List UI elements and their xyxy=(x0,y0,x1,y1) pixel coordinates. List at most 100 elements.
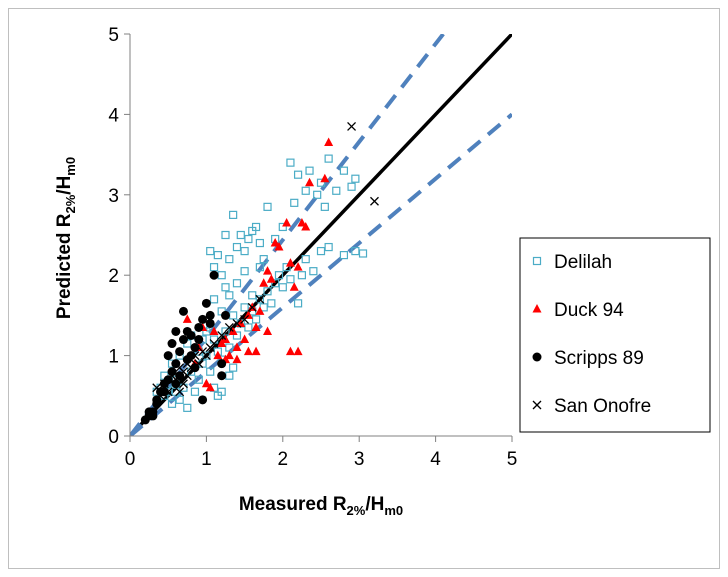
data-point xyxy=(225,291,234,300)
data-point xyxy=(232,242,242,252)
data-point xyxy=(182,371,192,381)
data-point xyxy=(209,263,219,272)
data-point xyxy=(217,359,227,369)
data-point xyxy=(221,283,230,292)
data-point xyxy=(293,170,303,179)
data-point xyxy=(313,190,322,199)
data-point xyxy=(351,246,360,256)
data-point xyxy=(240,314,250,324)
data-point xyxy=(243,346,253,356)
data-point xyxy=(339,166,349,175)
data-point xyxy=(232,354,242,364)
data-point xyxy=(217,331,227,340)
data-point xyxy=(351,174,360,183)
data-point xyxy=(229,311,238,320)
data-point xyxy=(251,322,261,331)
data-point xyxy=(217,271,226,280)
data-point xyxy=(194,375,203,384)
axes: 0 1 2 3 4 5 0 1 2 3 4 5 xyxy=(108,25,517,470)
data-point xyxy=(282,217,292,227)
dashed-bound-line xyxy=(130,112,512,436)
data-point xyxy=(167,399,177,408)
data-point xyxy=(244,323,253,332)
data-point xyxy=(163,387,173,397)
series-duck-94 xyxy=(182,137,334,392)
x-tick-label: 3 xyxy=(354,449,365,470)
data-point xyxy=(205,318,215,328)
data-point xyxy=(178,335,188,345)
data-point xyxy=(229,210,238,219)
data-point xyxy=(182,314,192,323)
data-point xyxy=(263,326,273,335)
data-point xyxy=(285,346,295,356)
legend-marker xyxy=(532,304,542,313)
data-point xyxy=(224,323,234,332)
data-point xyxy=(232,331,242,340)
data-point xyxy=(339,251,349,260)
data-point xyxy=(190,343,200,353)
data-point xyxy=(267,299,276,308)
y-tick-label: 1 xyxy=(108,347,119,368)
data-point xyxy=(209,270,219,280)
data-point xyxy=(286,275,295,284)
data-point xyxy=(259,278,269,287)
data-point xyxy=(251,222,261,232)
data-point xyxy=(289,282,299,291)
series-san-onofre xyxy=(152,122,379,401)
data-point xyxy=(324,154,333,163)
data-point xyxy=(171,326,181,336)
data-point xyxy=(171,375,181,385)
data-point xyxy=(278,283,287,292)
data-point xyxy=(221,310,230,320)
legend-label: Duck 94 xyxy=(554,300,624,321)
data-point xyxy=(152,383,162,393)
data-point xyxy=(290,198,299,207)
chart-frame: 0 1 2 3 4 5 0 1 2 3 4 5 Measured R2%/Hm0 Predicted… xyxy=(8,8,720,569)
data-point xyxy=(175,395,184,404)
y-tick-label: 3 xyxy=(108,186,119,207)
data-point xyxy=(293,299,303,308)
data-point xyxy=(324,137,334,147)
data-point xyxy=(347,122,357,131)
legend-label: Delilah xyxy=(554,252,612,273)
data-point xyxy=(201,298,211,308)
x-tick-label: 1 xyxy=(201,449,212,470)
y-axis-title: Predicted R2%/Hm0 xyxy=(54,157,78,319)
data-point xyxy=(278,222,287,232)
data-point xyxy=(190,351,200,361)
x-tick-label: 0 xyxy=(125,449,136,470)
data-point xyxy=(274,242,284,251)
data-point xyxy=(243,310,253,319)
legend: Delilah Duck 94 Scripps 89 San Onofre xyxy=(519,237,711,433)
x-axis-title: Measured R2%/Hm0 xyxy=(239,494,403,518)
data-point xyxy=(229,363,238,372)
data-point xyxy=(255,263,264,272)
y-tick-label: 0 xyxy=(108,427,119,448)
data-point xyxy=(167,339,177,349)
data-point xyxy=(209,326,219,335)
data-point xyxy=(175,347,185,357)
data-point xyxy=(255,295,264,304)
data-point xyxy=(316,246,326,256)
data-point xyxy=(198,314,208,324)
y-tick-label: 5 xyxy=(108,25,119,46)
data-point xyxy=(244,234,253,244)
data-point xyxy=(186,363,196,373)
data-point xyxy=(205,310,215,320)
data-point xyxy=(259,255,268,264)
data-point xyxy=(209,295,219,304)
data-point xyxy=(201,351,211,361)
data-point xyxy=(251,315,261,324)
scatter-chart: 0 1 2 3 4 5 0 1 2 3 4 5 Measured R2%/Hm0 Predicted… xyxy=(54,25,711,518)
data-point xyxy=(248,291,257,300)
data-point xyxy=(309,267,318,276)
data-point xyxy=(163,351,173,361)
data-point xyxy=(224,350,234,360)
data-point xyxy=(320,202,329,211)
data-point xyxy=(305,166,314,175)
data-point xyxy=(255,306,265,315)
data-point xyxy=(194,359,204,369)
data-point xyxy=(232,279,242,288)
data-point xyxy=(282,263,291,272)
data-point xyxy=(271,279,280,288)
